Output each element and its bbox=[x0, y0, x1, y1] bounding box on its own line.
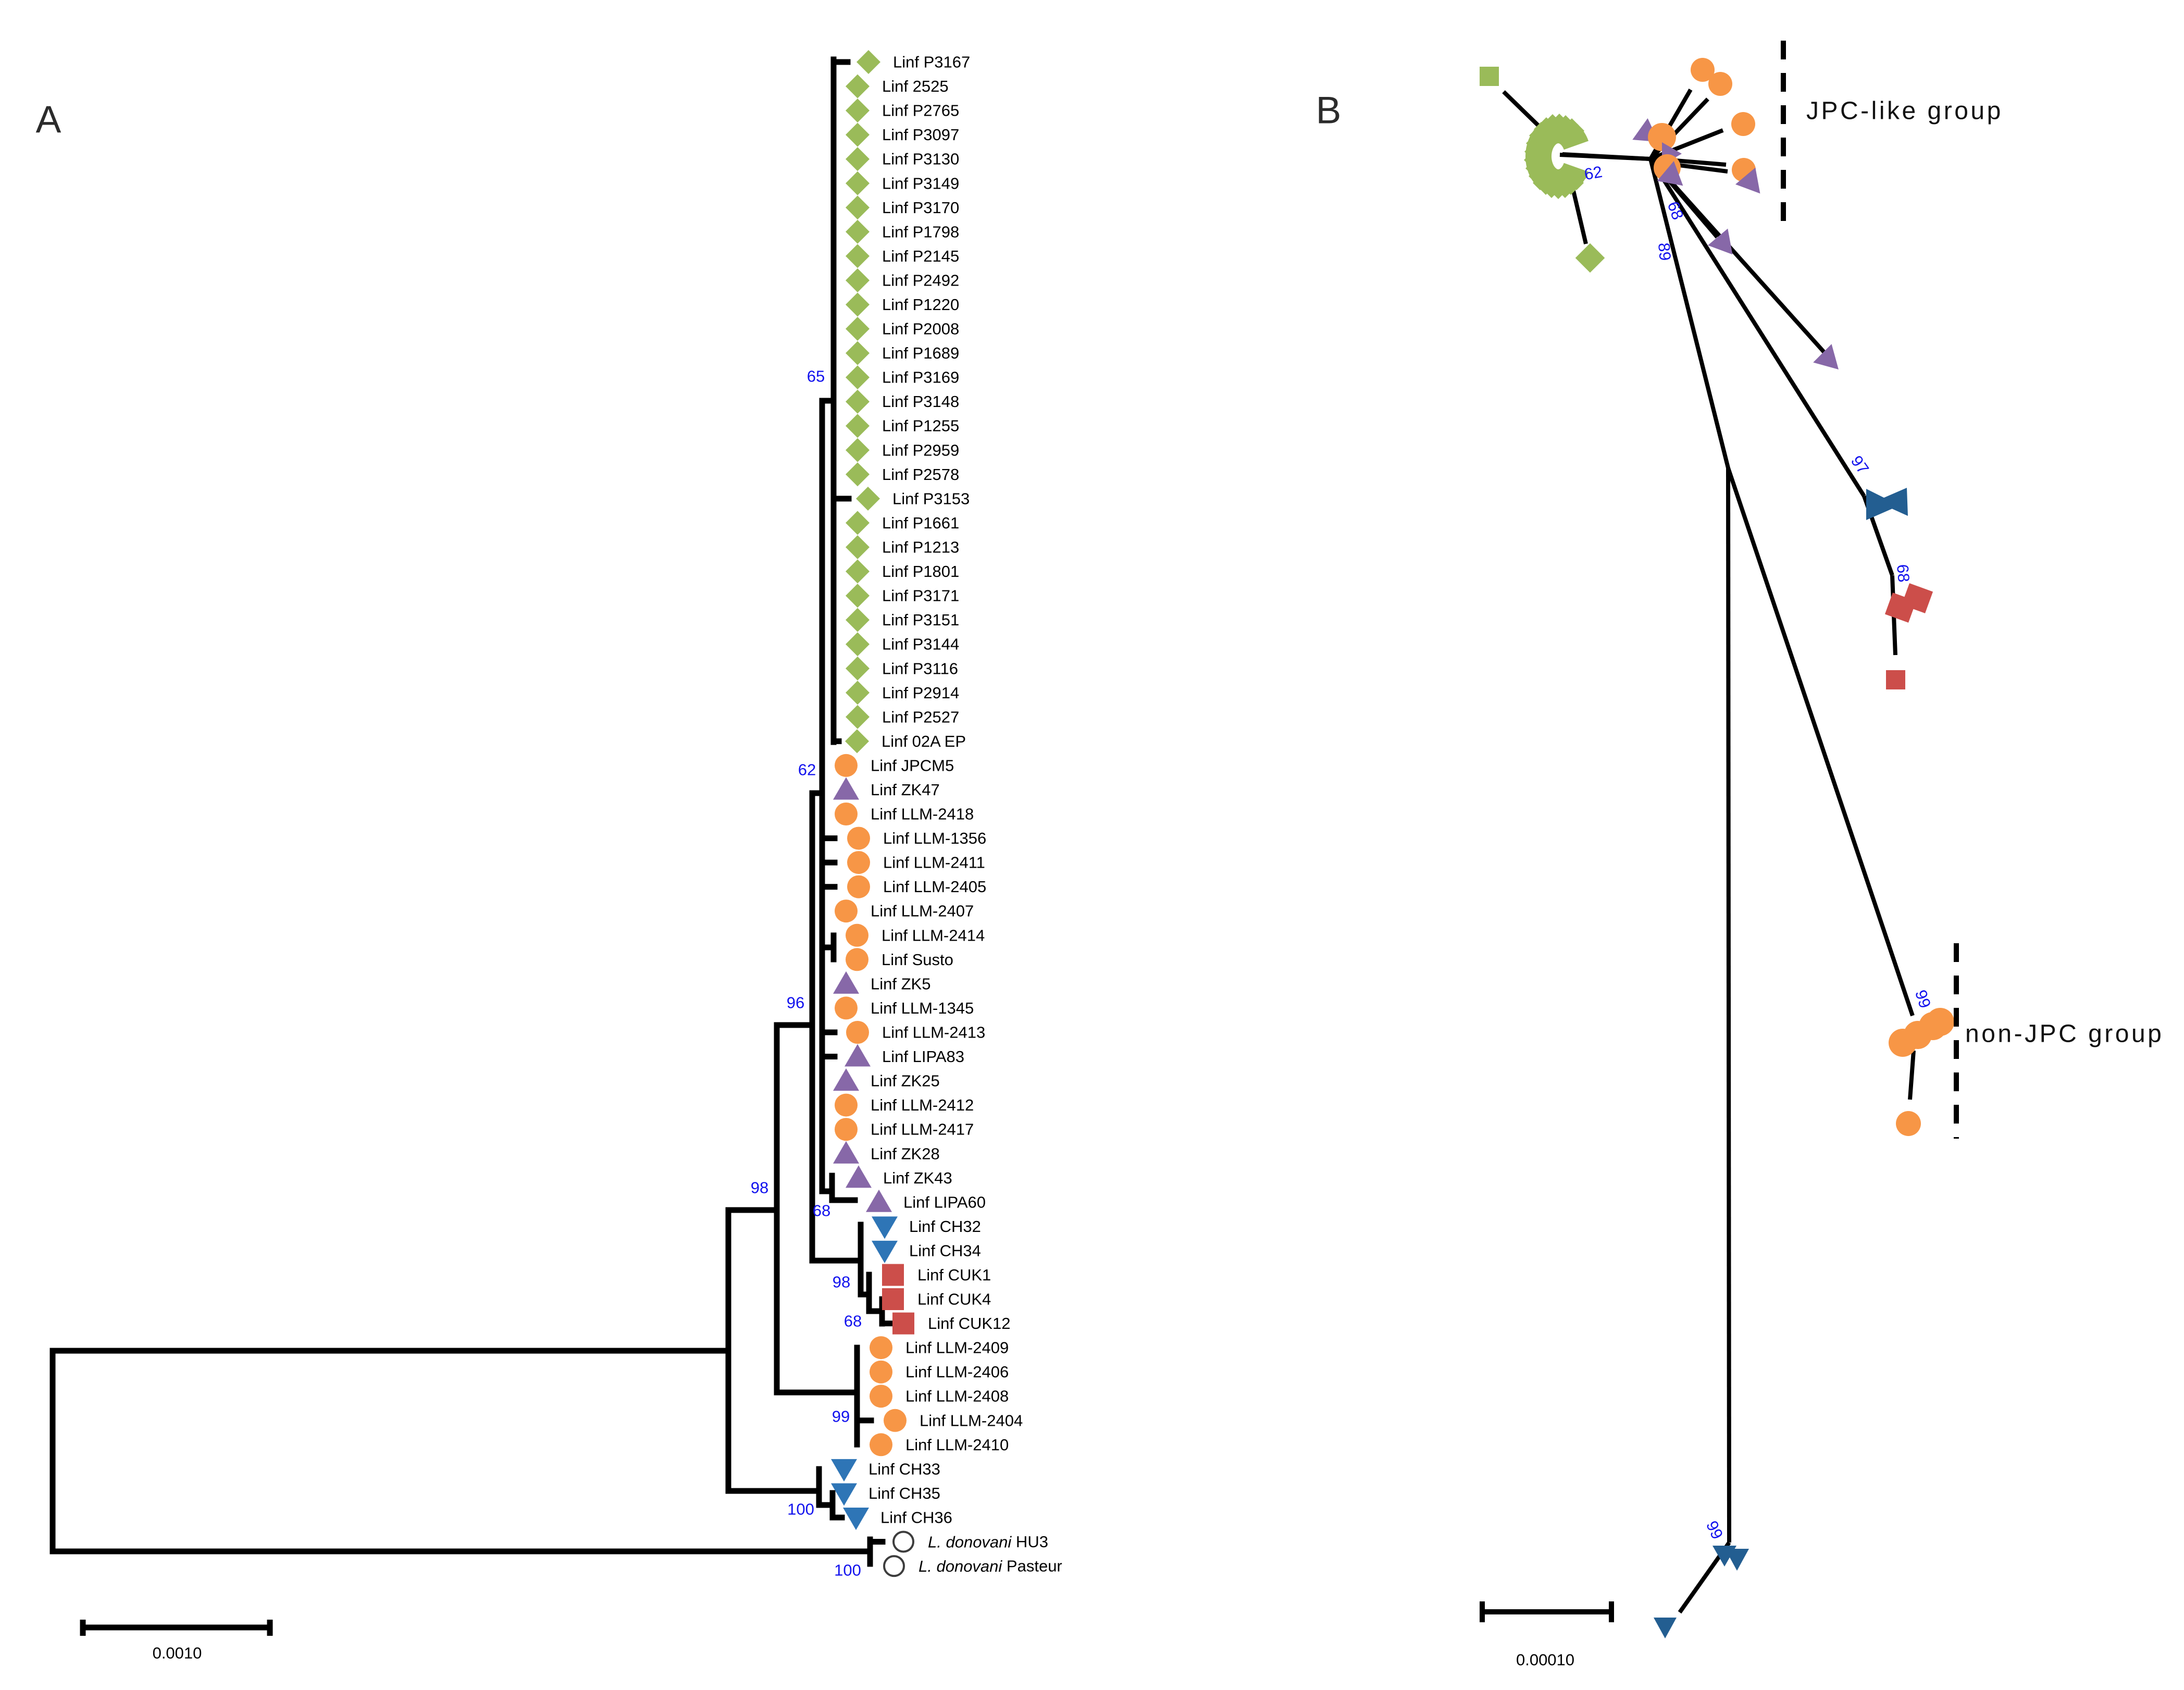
svg-text:Linf 02A EP: Linf 02A EP bbox=[882, 732, 966, 750]
svg-text:68: 68 bbox=[844, 1312, 862, 1330]
svg-text:Linf P1661: Linf P1661 bbox=[882, 514, 959, 532]
svg-text:Linf LLM-2407: Linf LLM-2407 bbox=[871, 902, 974, 920]
svg-text:Linf P3116: Linf P3116 bbox=[882, 659, 958, 677]
svg-text:Linf ZK25: Linf ZK25 bbox=[871, 1072, 940, 1090]
svg-text:Linf P2145: Linf P2145 bbox=[882, 247, 959, 265]
svg-text:Linf P3169: Linf P3169 bbox=[882, 368, 959, 387]
svg-text:100: 100 bbox=[834, 1561, 861, 1580]
svg-text:Linf CH33: Linf CH33 bbox=[868, 1460, 940, 1478]
svg-text:96: 96 bbox=[787, 994, 804, 1012]
svg-text:Linf LLM-2410: Linf LLM-2410 bbox=[905, 1436, 1009, 1454]
svg-text:89: 89 bbox=[1655, 242, 1674, 261]
svg-text:Linf Susto: Linf Susto bbox=[882, 951, 953, 969]
svg-text:Linf P2008: Linf P2008 bbox=[882, 320, 959, 338]
svg-text:Linf LLM-2412: Linf LLM-2412 bbox=[871, 1096, 974, 1114]
svg-text:Linf ZK28: Linf ZK28 bbox=[871, 1144, 940, 1163]
svg-text:Linf LLM-2406: Linf LLM-2406 bbox=[905, 1363, 1009, 1381]
svg-text:B: B bbox=[1316, 90, 1342, 132]
svg-text:Linf P2959: Linf P2959 bbox=[882, 441, 959, 459]
svg-text:Linf LLM-2411: Linf LLM-2411 bbox=[883, 854, 985, 872]
svg-text:Linf LLM-2404: Linf LLM-2404 bbox=[920, 1411, 1023, 1429]
svg-text:non-JPC group: non-JPC group bbox=[1965, 1020, 2164, 1048]
svg-text:0.0010: 0.0010 bbox=[153, 1644, 202, 1662]
svg-text:Linf LLM-2408: Linf LLM-2408 bbox=[905, 1387, 1009, 1405]
svg-text:Linf LLM-2417: Linf LLM-2417 bbox=[871, 1120, 974, 1139]
svg-text:Linf P3153: Linf P3153 bbox=[892, 489, 970, 508]
svg-text:Linf P3144: Linf P3144 bbox=[882, 635, 959, 653]
svg-text:L. donovani HU3: L. donovani HU3 bbox=[928, 1533, 1048, 1551]
svg-text:Linf LLM-2418: Linf LLM-2418 bbox=[871, 805, 974, 823]
svg-text:Linf P2765: Linf P2765 bbox=[882, 102, 959, 120]
svg-text:L. donovani Pasteur: L. donovani Pasteur bbox=[919, 1557, 1062, 1575]
svg-text:Linf 2525: Linf 2525 bbox=[882, 77, 949, 95]
svg-text:Linf LLM-1356: Linf LLM-1356 bbox=[883, 829, 986, 847]
svg-text:98: 98 bbox=[751, 1179, 768, 1197]
svg-text:Linf P1801: Linf P1801 bbox=[882, 562, 959, 581]
svg-text:Linf P3149: Linf P3149 bbox=[882, 174, 959, 192]
svg-text:Linf P3097: Linf P3097 bbox=[882, 126, 959, 144]
svg-text:Linf P3151: Linf P3151 bbox=[882, 611, 959, 629]
svg-text:Linf P3130: Linf P3130 bbox=[882, 150, 959, 168]
svg-text:Linf P3148: Linf P3148 bbox=[882, 392, 959, 411]
svg-text:Linf JPCM5: Linf JPCM5 bbox=[871, 756, 954, 774]
svg-text:Linf ZK5: Linf ZK5 bbox=[871, 974, 930, 993]
svg-text:65: 65 bbox=[807, 367, 825, 386]
svg-text:Linf P2578: Linf P2578 bbox=[882, 465, 959, 484]
svg-text:Linf LLM-1345: Linf LLM-1345 bbox=[871, 999, 974, 1017]
svg-text:Linf LLM-2409: Linf LLM-2409 bbox=[905, 1339, 1009, 1357]
svg-text:Linf CH35: Linf CH35 bbox=[868, 1484, 940, 1502]
svg-text:Linf ZK43: Linf ZK43 bbox=[883, 1169, 952, 1187]
svg-text:Linf CH36: Linf CH36 bbox=[880, 1509, 952, 1527]
svg-text:Linf CUK4: Linf CUK4 bbox=[917, 1290, 991, 1309]
svg-text:Linf P1220: Linf P1220 bbox=[882, 295, 959, 314]
svg-text:68: 68 bbox=[813, 1202, 830, 1220]
svg-text:Linf P2914: Linf P2914 bbox=[882, 684, 959, 702]
svg-text:Linf LLM-2405: Linf LLM-2405 bbox=[883, 878, 986, 896]
svg-text:62: 62 bbox=[1583, 163, 1604, 183]
svg-text:Linf LIPA60: Linf LIPA60 bbox=[903, 1193, 986, 1211]
svg-text:Linf P3167: Linf P3167 bbox=[893, 53, 970, 71]
svg-text:62: 62 bbox=[798, 761, 816, 779]
svg-text:JPC-like group: JPC-like group bbox=[1806, 97, 2003, 125]
svg-text:Linf P3171: Linf P3171 bbox=[882, 587, 959, 605]
svg-text:Linf CUK12: Linf CUK12 bbox=[928, 1314, 1011, 1333]
svg-text:Linf P1798: Linf P1798 bbox=[882, 223, 959, 241]
svg-text:68: 68 bbox=[1893, 563, 1913, 583]
svg-text:Linf LIPA83: Linf LIPA83 bbox=[882, 1047, 964, 1066]
svg-text:Linf CH34: Linf CH34 bbox=[909, 1241, 981, 1260]
svg-text:Linf P2527: Linf P2527 bbox=[882, 708, 959, 726]
svg-text:98: 98 bbox=[833, 1273, 850, 1291]
svg-text:0.00010: 0.00010 bbox=[1516, 1651, 1574, 1669]
svg-text:Linf LLM-2414: Linf LLM-2414 bbox=[882, 926, 985, 944]
svg-text:Linf CUK1: Linf CUK1 bbox=[917, 1266, 991, 1284]
svg-text:Linf ZK47: Linf ZK47 bbox=[871, 781, 940, 799]
svg-text:Linf P1689: Linf P1689 bbox=[882, 344, 959, 362]
svg-text:100: 100 bbox=[787, 1500, 814, 1519]
svg-text:Linf CH32: Linf CH32 bbox=[909, 1217, 981, 1236]
svg-text:Linf P1213: Linf P1213 bbox=[882, 538, 959, 557]
svg-text:Linf P1255: Linf P1255 bbox=[882, 417, 959, 435]
svg-text:Linf P3170: Linf P3170 bbox=[882, 199, 959, 217]
svg-text:Linf P2492: Linf P2492 bbox=[882, 272, 959, 290]
svg-text:Linf LLM-2413: Linf LLM-2413 bbox=[882, 1023, 985, 1042]
svg-text:99: 99 bbox=[832, 1408, 850, 1426]
svg-text:A: A bbox=[36, 99, 61, 141]
